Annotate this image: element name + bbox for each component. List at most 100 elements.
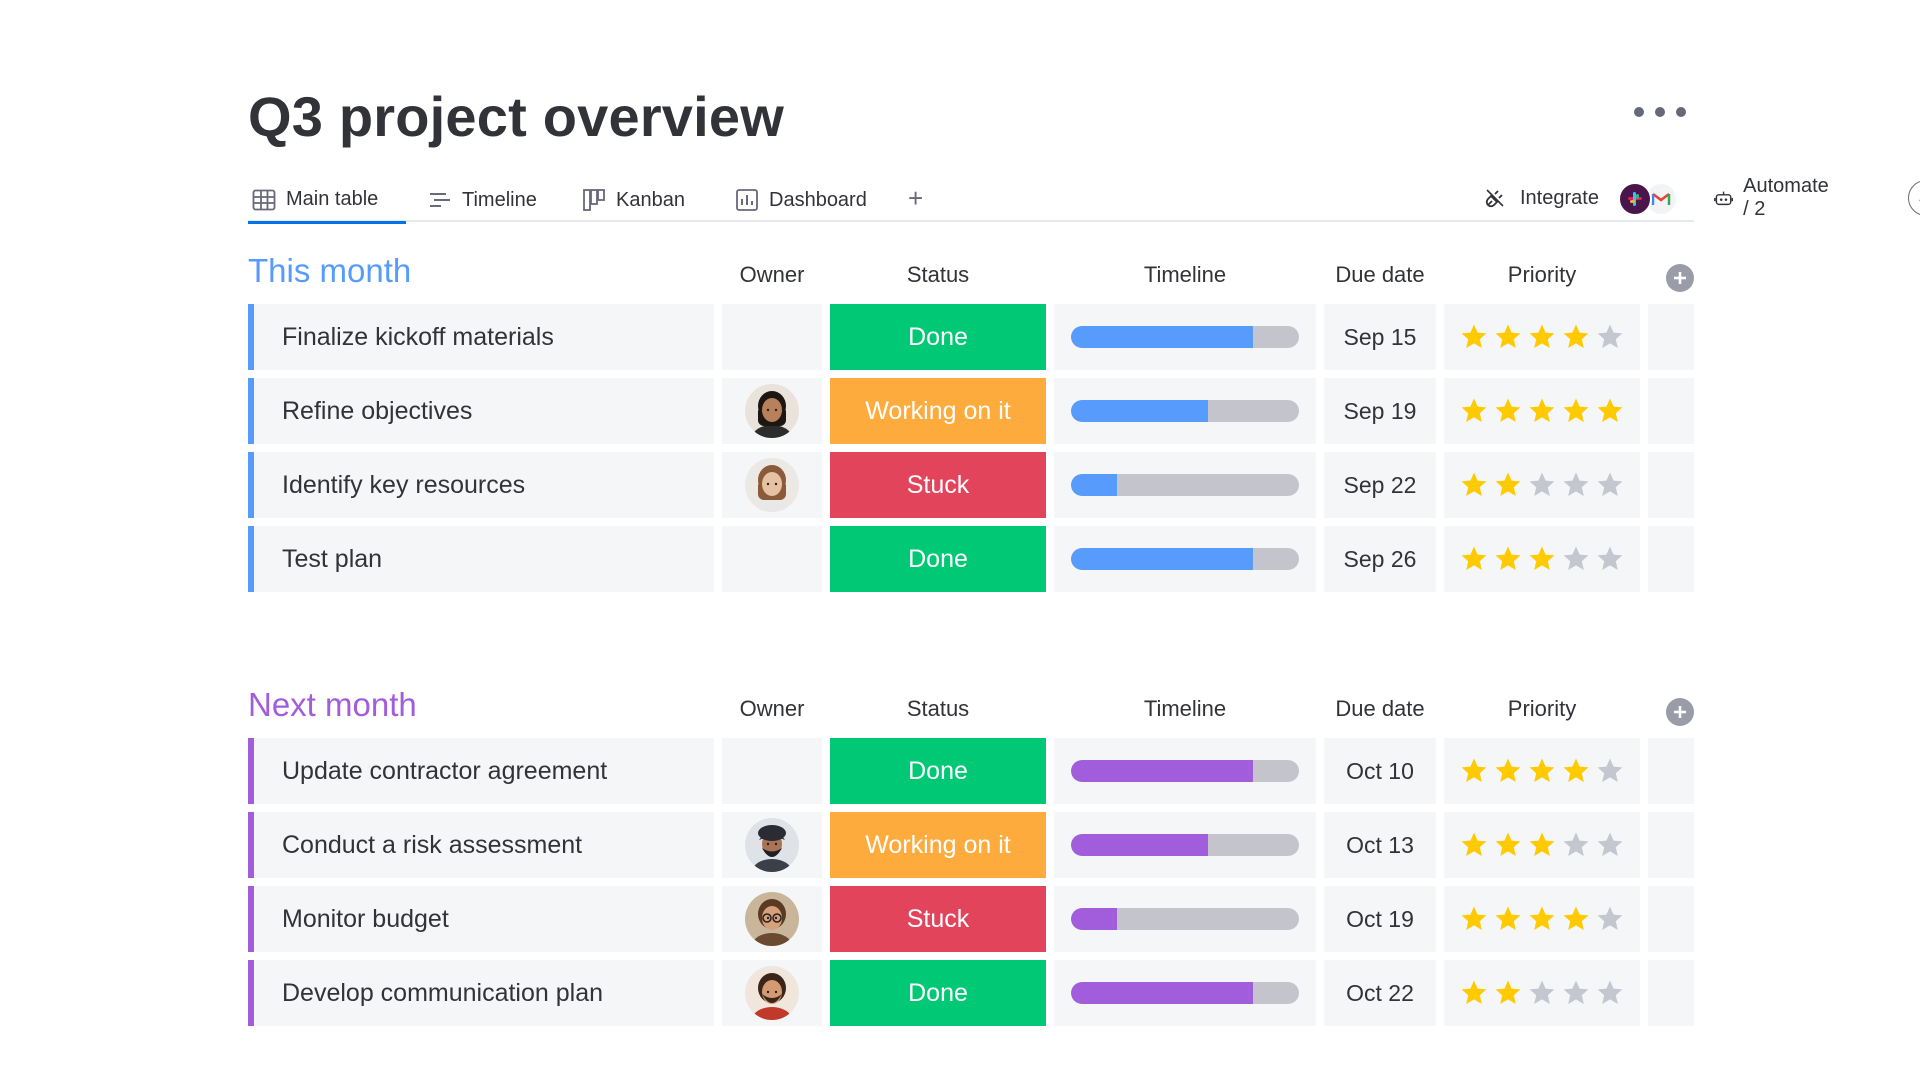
star-filled-icon[interactable] (1562, 757, 1590, 785)
priority-rating[interactable] (1444, 960, 1640, 1026)
column-header-due-date[interactable]: Due date (1335, 262, 1425, 287)
owner-cell[interactable] (722, 452, 822, 518)
star-empty-icon[interactable] (1596, 471, 1624, 499)
owner-cell[interactable] (722, 812, 822, 878)
star-filled-icon[interactable] (1494, 323, 1522, 351)
item-name-cell[interactable]: Develop communication plan (248, 960, 714, 1026)
status-badge[interactable]: Stuck (830, 886, 1046, 952)
status-badge[interactable]: Stuck (830, 452, 1046, 518)
star-filled-icon[interactable] (1460, 979, 1488, 1007)
star-empty-icon[interactable] (1528, 471, 1556, 499)
star-filled-icon[interactable] (1494, 905, 1522, 933)
collapse-header-button[interactable] (1908, 180, 1920, 216)
group-title[interactable]: Next month (248, 686, 417, 723)
priority-rating[interactable] (1444, 378, 1640, 444)
item-name-cell[interactable]: Refine objectives (248, 378, 714, 444)
add-column-button[interactable] (1666, 264, 1694, 292)
owner-cell[interactable] (722, 886, 822, 952)
star-filled-icon[interactable] (1596, 397, 1624, 425)
star-filled-icon[interactable] (1528, 545, 1556, 573)
item-name-cell[interactable]: Identify key resources (248, 452, 714, 518)
star-filled-icon[interactable] (1460, 757, 1488, 785)
star-empty-icon[interactable] (1596, 757, 1624, 785)
star-filled-icon[interactable] (1460, 397, 1488, 425)
integrate-button[interactable]: Integrate (1484, 178, 1599, 218)
column-header-timeline[interactable]: Timeline (1143, 696, 1227, 721)
star-filled-icon[interactable] (1528, 397, 1556, 425)
owner-cell[interactable] (722, 378, 822, 444)
priority-rating[interactable] (1444, 812, 1640, 878)
column-header-priority[interactable]: Priority (1507, 696, 1577, 721)
avatar[interactable] (745, 966, 799, 1020)
priority-rating[interactable] (1444, 526, 1640, 592)
priority-rating[interactable] (1444, 738, 1640, 804)
owner-cell[interactable] (722, 738, 822, 804)
star-filled-icon[interactable] (1562, 397, 1590, 425)
star-filled-icon[interactable] (1460, 831, 1488, 859)
priority-rating[interactable] (1444, 886, 1640, 952)
column-header-owner[interactable]: Owner (739, 696, 805, 721)
avatar[interactable] (745, 892, 799, 946)
owner-cell[interactable] (722, 960, 822, 1026)
priority-rating[interactable] (1444, 304, 1640, 370)
star-filled-icon[interactable] (1460, 905, 1488, 933)
add-view-button[interactable]: + (908, 182, 924, 213)
tab-dashboard[interactable]: Dashboard (735, 178, 867, 222)
tab-kanban[interactable]: Kanban (582, 178, 685, 222)
star-empty-icon[interactable] (1528, 979, 1556, 1007)
star-filled-icon[interactable] (1528, 905, 1556, 933)
due-date[interactable]: Oct 22 (1324, 960, 1436, 1026)
star-empty-icon[interactable] (1596, 905, 1624, 933)
star-filled-icon[interactable] (1494, 979, 1522, 1007)
due-date[interactable]: Sep 22 (1324, 452, 1436, 518)
star-empty-icon[interactable] (1596, 831, 1624, 859)
star-filled-icon[interactable] (1494, 471, 1522, 499)
column-header-due-date[interactable]: Due date (1335, 696, 1425, 721)
star-empty-icon[interactable] (1596, 979, 1624, 1007)
star-filled-icon[interactable] (1494, 545, 1522, 573)
timeline-cell[interactable] (1054, 738, 1316, 804)
item-name-cell[interactable]: Finalize kickoff materials (248, 304, 714, 370)
status-badge[interactable]: Done (830, 738, 1046, 804)
priority-rating[interactable] (1444, 452, 1640, 518)
star-filled-icon[interactable] (1528, 323, 1556, 351)
column-header-status[interactable]: Status (906, 696, 970, 721)
star-empty-icon[interactable] (1596, 323, 1624, 351)
status-badge[interactable]: Working on it (830, 812, 1046, 878)
due-date[interactable]: Oct 19 (1324, 886, 1436, 952)
star-filled-icon[interactable] (1460, 471, 1488, 499)
tab-main-table[interactable]: Main table (248, 178, 406, 224)
avatar[interactable] (745, 384, 799, 438)
owner-cell[interactable] (722, 304, 822, 370)
star-empty-icon[interactable] (1562, 545, 1590, 573)
timeline-cell[interactable] (1054, 378, 1316, 444)
due-date[interactable]: Sep 15 (1324, 304, 1436, 370)
timeline-cell[interactable] (1054, 452, 1316, 518)
star-empty-icon[interactable] (1596, 545, 1624, 573)
timeline-cell[interactable] (1054, 812, 1316, 878)
star-filled-icon[interactable] (1528, 831, 1556, 859)
tab-timeline[interactable]: Timeline (428, 178, 537, 222)
star-filled-icon[interactable] (1562, 905, 1590, 933)
more-options-button[interactable] (1634, 100, 1686, 124)
star-filled-icon[interactable] (1494, 831, 1522, 859)
due-date[interactable]: Sep 19 (1324, 378, 1436, 444)
due-date[interactable]: Oct 13 (1324, 812, 1436, 878)
column-header-timeline[interactable]: Timeline (1143, 262, 1227, 287)
group-title[interactable]: This month (248, 252, 412, 289)
owner-cell[interactable] (722, 526, 822, 592)
due-date[interactable]: Oct 10 (1324, 738, 1436, 804)
star-filled-icon[interactable] (1494, 397, 1522, 425)
timeline-cell[interactable] (1054, 960, 1316, 1026)
item-name-cell[interactable]: Test plan (248, 526, 714, 592)
automate-button[interactable]: Automate / 2 (1714, 175, 1834, 220)
column-header-priority[interactable]: Priority (1507, 262, 1577, 287)
avatar[interactable] (745, 458, 799, 512)
star-filled-icon[interactable] (1528, 757, 1556, 785)
star-empty-icon[interactable] (1562, 831, 1590, 859)
status-badge[interactable]: Done (830, 960, 1046, 1026)
star-filled-icon[interactable] (1460, 323, 1488, 351)
star-filled-icon[interactable] (1562, 323, 1590, 351)
item-name-cell[interactable]: Update contractor agreement (248, 738, 714, 804)
timeline-cell[interactable] (1054, 526, 1316, 592)
